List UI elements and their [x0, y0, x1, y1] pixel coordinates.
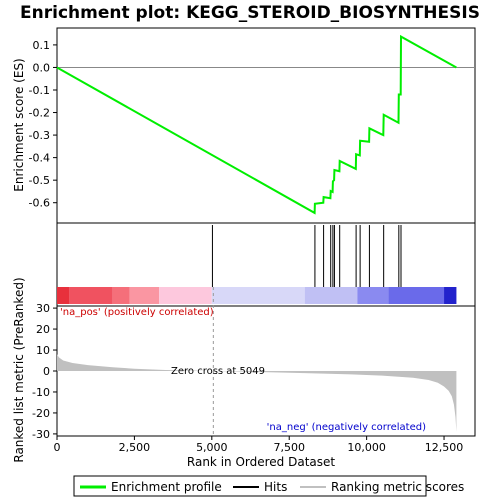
es-panel-frame [56, 27, 476, 224]
color-bar-segment [129, 287, 160, 304]
positive-correlation-label: 'na_pos' (positively correlated) [60, 307, 214, 318]
es-y-axis: 0.1 0.0 -0.1 -0.2 -0.3 -0.4 -0.5 -0.6 [29, 39, 57, 210]
ranking-color-bar [57, 287, 457, 304]
metric-y-tick-label: -30 [32, 428, 50, 441]
es-y-tick-label: -0.2 [29, 107, 50, 120]
x-tick-label: 5,000 [196, 441, 228, 454]
legend-enrichment-label: Enrichment profile [111, 480, 222, 494]
color-bar-segment [444, 287, 457, 304]
x-tick-label: 7,500 [273, 441, 305, 454]
color-bar-segment [357, 287, 389, 304]
es-y-label: Enrichment score (ES) [12, 58, 26, 191]
x-tick-label: 2,500 [119, 441, 151, 454]
es-y-tick-label: 0.0 [33, 61, 51, 74]
metric-y-label: Ranked list metric (PreRanked) [12, 277, 26, 462]
color-bar-segment [388, 287, 445, 304]
ranking-metric-area [57, 354, 457, 432]
negative-correlation-label: 'na_neg' (negatively correlated) [267, 422, 426, 433]
es-y-tick-label: -0.6 [29, 197, 50, 210]
color-bar-segment [304, 287, 358, 304]
x-tick-label: 12,500 [425, 441, 464, 454]
es-y-tick-label: -0.3 [29, 129, 50, 142]
ranked-metric-panel: 30 20 10 0 -10 -20 -30 0 2,500 5,000 7,500 10,000 1… [12, 277, 476, 469]
color-bar-segment [112, 287, 130, 304]
enrichment-profile-line [56, 34, 457, 215]
enrichment-score-panel: 0.1 0.0 -0.1 -0.2 -0.3 -0.4 -0.5 -0.6 Enrichmen… [12, 27, 476, 224]
zero-cross-label: Zero cross at 5049 [171, 366, 265, 377]
metric-y-tick-label: 10 [36, 344, 50, 357]
es-y-tick-label: -0.4 [29, 152, 50, 165]
hits-panel [56, 222, 476, 307]
x-tick-label: 10,000 [347, 441, 386, 454]
color-bar-segment [57, 287, 70, 304]
metric-y-tick-label: 30 [36, 302, 50, 315]
hit-markers [211, 225, 402, 287]
x-axis-label: Rank in Ordered Dataset [187, 455, 335, 469]
color-bar-segment [159, 287, 212, 304]
chart-title: Enrichment plot: KEGG_STEROID_BIOSYNTHES… [20, 3, 480, 23]
legend-hits-label: Hits [264, 480, 287, 494]
x-axis: 0 2,500 5,000 7,500 10,000 12,500 [54, 436, 464, 454]
metric-y-tick-label: -10 [32, 386, 50, 399]
legend-metric-label: Ranking metric scores [331, 480, 464, 494]
color-bar-segment [69, 287, 113, 304]
color-bar-segment [211, 287, 305, 304]
es-y-tick-label: 0.1 [33, 39, 51, 52]
metric-y-tick-label: 20 [36, 323, 50, 336]
es-y-tick-label: -0.5 [29, 174, 50, 187]
metric-y-tick-label: -20 [32, 407, 50, 420]
metric-y-tick-label: 0 [43, 365, 50, 378]
x-tick-label: 0 [54, 441, 61, 454]
legend: Enrichment profile Hits Ranking metric s… [73, 475, 464, 497]
metric-y-axis: 30 20 10 0 -10 -20 -30 [32, 302, 57, 441]
es-y-tick-label: -0.1 [29, 84, 50, 97]
